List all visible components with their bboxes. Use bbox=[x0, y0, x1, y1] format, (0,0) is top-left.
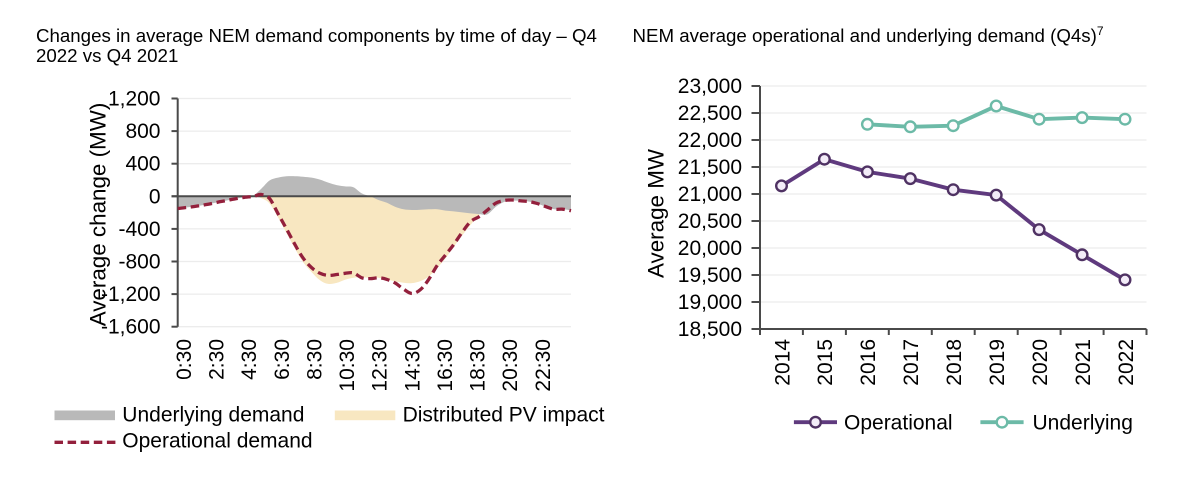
svg-text:12:30: 12:30 bbox=[369, 339, 392, 392]
svg-text:2020: 2020 bbox=[1029, 339, 1052, 386]
svg-text:-1,600: -1,600 bbox=[101, 316, 161, 339]
svg-text:18:30: 18:30 bbox=[467, 339, 490, 392]
svg-text:22:30: 22:30 bbox=[532, 339, 555, 392]
svg-text:21,500: 21,500 bbox=[678, 156, 742, 179]
svg-text:Operational demand: Operational demand bbox=[122, 429, 312, 452]
svg-text:18,500: 18,500 bbox=[678, 318, 742, 341]
svg-text:0: 0 bbox=[149, 185, 161, 208]
svg-text:19,000: 19,000 bbox=[678, 291, 742, 314]
svg-text:23,000: 23,000 bbox=[678, 75, 742, 98]
svg-text:21,000: 21,000 bbox=[678, 183, 742, 206]
svg-text:2022 vs Q4 2021: 2022 vs Q4 2021 bbox=[36, 45, 178, 66]
svg-text:0:30: 0:30 bbox=[173, 339, 196, 380]
svg-text:-400: -400 bbox=[118, 218, 160, 241]
svg-text:-800: -800 bbox=[118, 251, 160, 274]
svg-text:Operational: Operational bbox=[844, 412, 953, 435]
svg-text:2018: 2018 bbox=[943, 339, 966, 386]
svg-text:2:30: 2:30 bbox=[206, 339, 229, 380]
svg-text:Underlying demand: Underlying demand bbox=[122, 404, 304, 427]
svg-text:Underlying: Underlying bbox=[1033, 412, 1133, 435]
svg-text:8:30: 8:30 bbox=[304, 339, 327, 380]
svg-text:2019: 2019 bbox=[986, 339, 1009, 386]
svg-text:2016: 2016 bbox=[857, 339, 880, 386]
svg-text:20,500: 20,500 bbox=[678, 210, 742, 233]
svg-text:10:30: 10:30 bbox=[336, 339, 359, 392]
svg-text:20:30: 20:30 bbox=[499, 339, 522, 392]
svg-text:2022: 2022 bbox=[1115, 339, 1138, 386]
svg-text:Distributed PV impact: Distributed PV impact bbox=[403, 404, 605, 427]
svg-text:NEM average operational and un: NEM average operational and underlying d… bbox=[633, 24, 1104, 46]
svg-text:2021: 2021 bbox=[1072, 339, 1095, 386]
svg-text:2015: 2015 bbox=[814, 339, 837, 386]
svg-text:4:30: 4:30 bbox=[238, 339, 261, 380]
svg-text:20,000: 20,000 bbox=[678, 237, 742, 260]
svg-text:1,200: 1,200 bbox=[108, 88, 161, 111]
svg-text:2017: 2017 bbox=[900, 339, 923, 386]
svg-text:22,000: 22,000 bbox=[678, 129, 742, 152]
svg-text:-1,200: -1,200 bbox=[101, 283, 161, 306]
svg-text:400: 400 bbox=[125, 153, 160, 176]
svg-text:6:30: 6:30 bbox=[271, 339, 294, 380]
svg-text:Average MW: Average MW bbox=[643, 148, 668, 278]
svg-text:22,500: 22,500 bbox=[678, 102, 742, 125]
svg-text:800: 800 bbox=[125, 120, 160, 143]
svg-text:Average change (MW): Average change (MW) bbox=[86, 103, 111, 327]
svg-text:14:30: 14:30 bbox=[401, 339, 424, 392]
svg-text:Changes in average NEM demand: Changes in average NEM demand components… bbox=[36, 25, 597, 46]
svg-text:19,500: 19,500 bbox=[678, 264, 742, 287]
svg-text:2014: 2014 bbox=[771, 339, 794, 386]
svg-text:16:30: 16:30 bbox=[434, 339, 457, 392]
